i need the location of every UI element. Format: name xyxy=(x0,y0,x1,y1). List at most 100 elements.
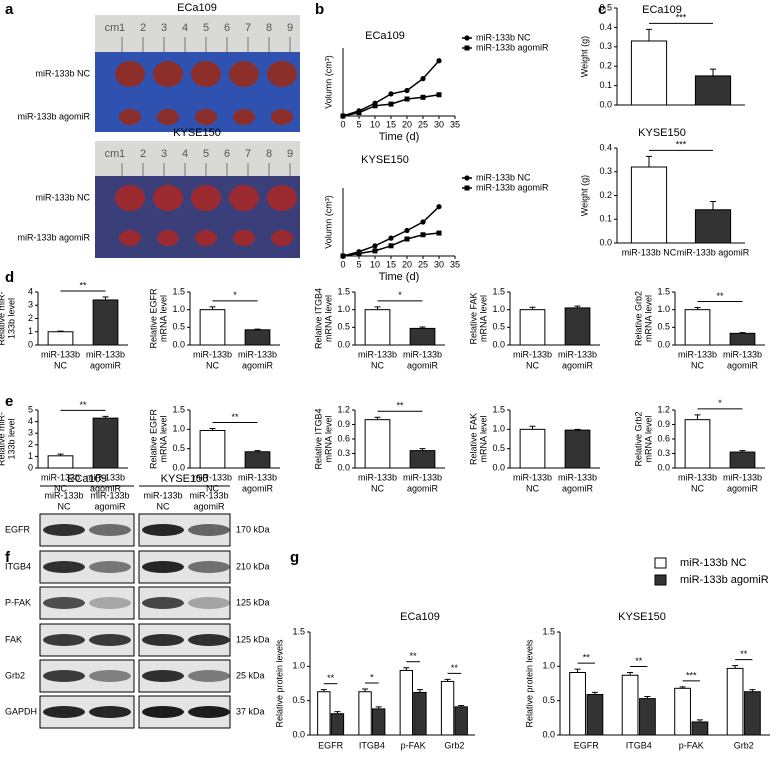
y-tick-label: 1.0 xyxy=(337,304,350,314)
band xyxy=(142,561,184,573)
significance-label: ** xyxy=(396,401,404,411)
y-tick-label: 0 xyxy=(28,462,33,472)
y-tick-label: 0.5 xyxy=(172,322,185,332)
bar xyxy=(440,680,455,736)
error-bar xyxy=(574,668,581,673)
y-tick-label: 0.6 xyxy=(337,433,350,443)
error-bar xyxy=(679,686,686,689)
x-tick-label: 0 xyxy=(340,119,345,129)
band xyxy=(188,670,230,682)
error-bar xyxy=(710,200,716,210)
y-tick-label: 0.9 xyxy=(337,419,350,429)
band xyxy=(142,706,184,718)
protein-label: Grb2 xyxy=(5,670,25,680)
bar xyxy=(726,667,744,736)
y-tick-label: 4 xyxy=(28,416,33,426)
bar xyxy=(729,332,756,346)
x-tick-label: 20 xyxy=(402,119,412,129)
tumor xyxy=(153,61,183,87)
category-label: NC xyxy=(526,483,539,493)
band xyxy=(43,670,85,682)
y-axis-label: mRNA level xyxy=(158,295,168,342)
error-bar xyxy=(403,667,410,671)
panel-label: d xyxy=(5,269,14,286)
marker xyxy=(464,185,470,191)
y-tick-label: 1.0 xyxy=(172,304,185,314)
category-label: agomiR xyxy=(407,360,439,370)
category-label: NC xyxy=(371,360,384,370)
tumor xyxy=(267,185,297,211)
bar xyxy=(358,691,372,736)
tumor xyxy=(153,185,183,211)
significance-label: ** xyxy=(635,656,643,666)
significance-label: ** xyxy=(740,649,748,659)
size-label: 210 kDa xyxy=(236,561,270,571)
significance-label: *** xyxy=(686,670,697,680)
size-label: 125 kDa xyxy=(236,597,270,607)
error-bar xyxy=(254,328,261,330)
band xyxy=(89,597,131,609)
marker xyxy=(388,243,394,249)
bar xyxy=(409,327,436,346)
tumor xyxy=(267,61,297,87)
tumor xyxy=(191,61,221,87)
bar xyxy=(199,429,226,469)
tumor xyxy=(119,109,141,125)
marker xyxy=(464,35,470,41)
category-label: miR-133b xyxy=(723,349,762,359)
marker xyxy=(420,232,426,238)
y-tick-label: 5 xyxy=(28,404,33,414)
x-tick-label: 10 xyxy=(370,259,380,269)
category-label: NC xyxy=(371,483,384,493)
chart-title: KYSE150 xyxy=(618,611,666,623)
y-tick-label: 0.0 xyxy=(599,237,612,247)
chart-title: ECa109 xyxy=(365,30,405,42)
x-axis-label: Time (d) xyxy=(379,131,420,143)
marker xyxy=(404,236,410,242)
error-bar xyxy=(574,305,581,308)
category-label: agomiR xyxy=(90,483,122,493)
band xyxy=(43,561,85,573)
marker xyxy=(388,101,394,107)
tumor xyxy=(115,61,145,87)
band xyxy=(188,524,230,536)
y-tick-label: 0.5 xyxy=(337,322,350,332)
bar xyxy=(684,309,711,346)
error-bar xyxy=(739,450,746,453)
error-bar xyxy=(416,689,423,693)
error-bar xyxy=(254,450,261,452)
y-axis-label: Relative FAK xyxy=(468,292,478,344)
y-tick-label: 0.3 xyxy=(599,41,612,51)
band xyxy=(89,670,131,682)
y-tick-label: 1.0 xyxy=(492,424,505,434)
photo-title: KYSE150 xyxy=(173,127,221,139)
y-tick-label: 1.0 xyxy=(657,304,670,314)
bar xyxy=(694,75,732,106)
bar xyxy=(244,451,271,469)
category-label: miR-133b xyxy=(513,349,552,359)
y-axis-label: Relative Grb2 xyxy=(633,411,643,466)
category-label: miR-133b agomiR xyxy=(677,247,750,257)
y-tick-label: 0.1 xyxy=(599,80,612,90)
bar xyxy=(519,428,546,469)
category-label: miR-133b xyxy=(41,472,80,482)
category-label: miR-133b xyxy=(678,472,717,482)
significance-label: ** xyxy=(410,651,418,661)
ruler xyxy=(95,15,300,52)
bar xyxy=(586,693,604,736)
tumor xyxy=(195,230,217,246)
error-bar xyxy=(444,678,451,682)
cell-line: KYSE150 xyxy=(161,473,209,485)
lane-label: miR-133b xyxy=(189,490,228,500)
error-bar xyxy=(458,704,465,707)
category-label: miR-133b xyxy=(358,349,397,359)
error-bar xyxy=(102,296,109,300)
x-tick-label: 35 xyxy=(450,119,460,129)
y-tick-label: 2 xyxy=(28,313,33,323)
y-axis-label: Volumn (cm³) xyxy=(323,195,333,249)
y-tick-label: 0.0 xyxy=(337,462,350,472)
y-axis-label: 133b level xyxy=(6,298,16,339)
marker xyxy=(404,96,410,102)
panel-label: b xyxy=(315,1,324,18)
y-axis-label: Relative Grb2 xyxy=(633,291,643,346)
